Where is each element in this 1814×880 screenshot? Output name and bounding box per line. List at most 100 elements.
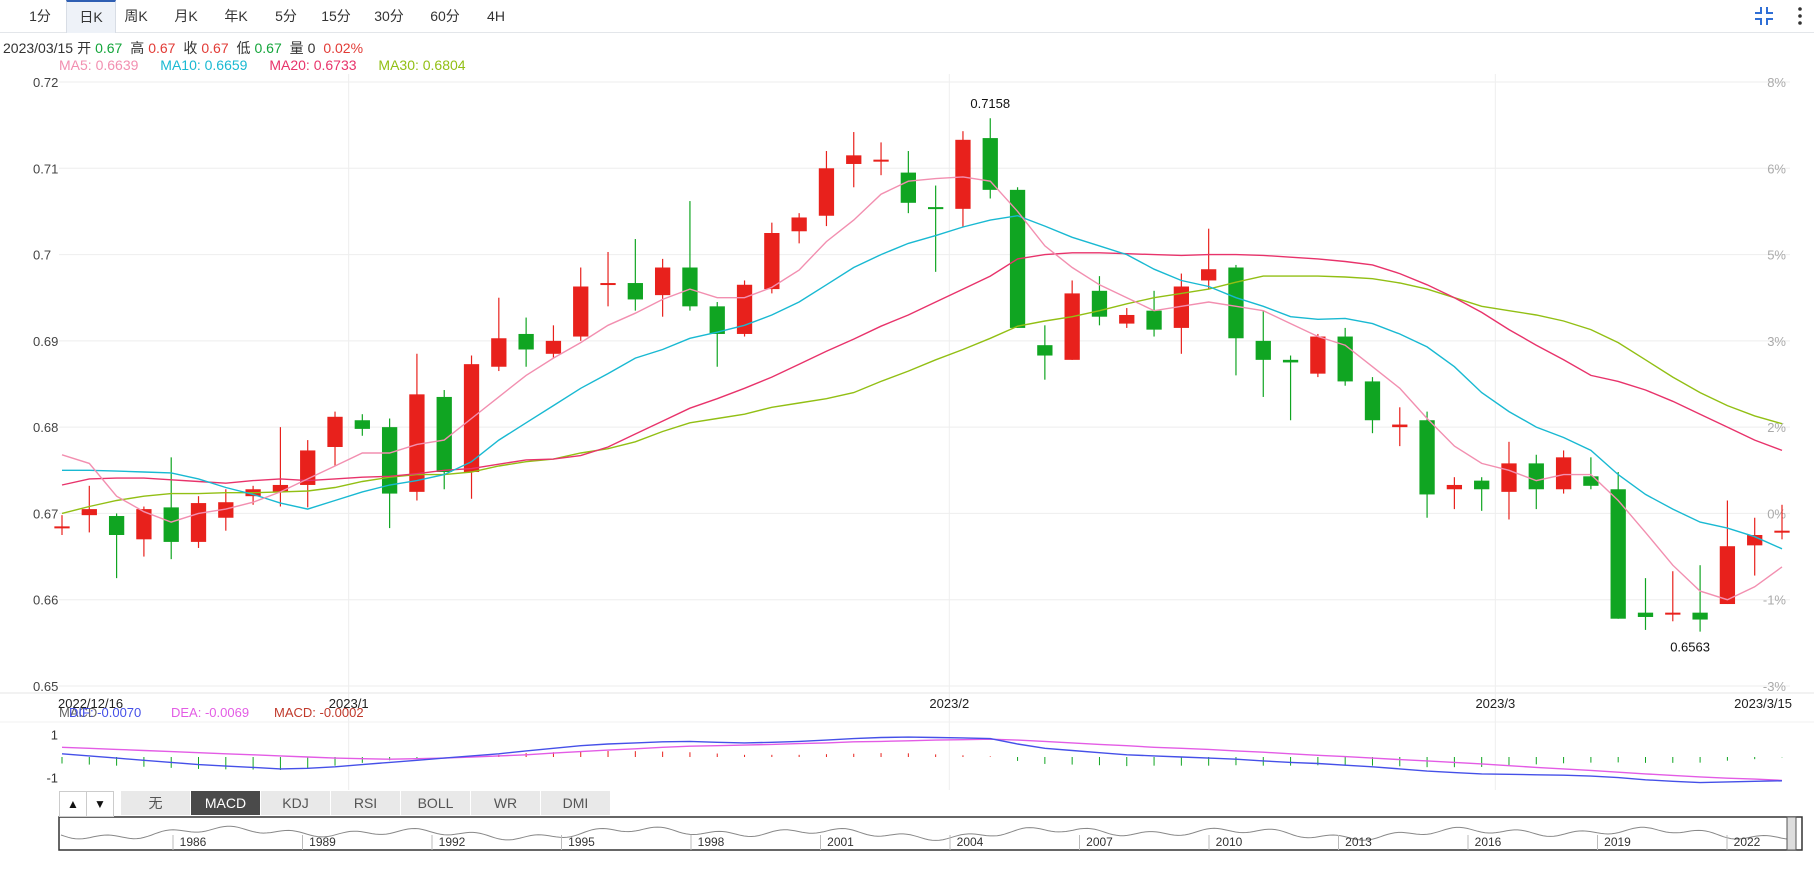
overview-year-label: 2022 <box>1734 835 1761 849</box>
macd-dea-line <box>61 738 1783 782</box>
scroll-down-button[interactable]: ▼ <box>86 791 114 817</box>
candle-body <box>190 503 207 542</box>
more-options-icon[interactable] <box>1794 4 1806 28</box>
period-tab[interactable]: 周K <box>124 8 148 24</box>
period-tab[interactable]: 月K <box>174 8 198 24</box>
period-tab[interactable]: 5分 <box>275 8 297 24</box>
candle-body <box>1501 463 1517 492</box>
candle-body <box>1392 424 1408 428</box>
right-tick-label: 5% <box>1767 248 1786 263</box>
right-tick-label: -3% <box>1763 679 1787 694</box>
candle-body <box>354 420 370 429</box>
period-tab[interactable]: 30分 <box>374 8 404 24</box>
overview-year-label: 2004 <box>957 835 984 849</box>
period-tab[interactable]: 日K <box>66 0 116 33</box>
y-tick-label: 0.65 <box>33 679 58 694</box>
candle-body <box>928 207 944 210</box>
indicator-button[interactable]: MACD <box>191 791 261 815</box>
high-value: 0.67 <box>148 40 176 56</box>
y-tick-label: 0.66 <box>33 593 58 608</box>
right-tick-label: 8% <box>1767 75 1786 90</box>
close-value: 0.67 <box>201 40 229 56</box>
y-tick-label: 0.68 <box>33 420 58 435</box>
overview-year-label: 1986 <box>180 835 207 849</box>
price-annotation: 0.6563 <box>1670 640 1710 655</box>
y-tick-label: 0.69 <box>33 334 58 349</box>
macd-value-legend: MACD: -0.0002 <box>274 705 364 720</box>
candle-body <box>518 333 534 350</box>
overview-year-label: 2010 <box>1216 835 1243 849</box>
candle-body <box>54 526 70 529</box>
overview-year-label: 2013 <box>1345 835 1372 849</box>
ma10-line <box>62 214 1783 550</box>
indicator-button[interactable]: WR <box>471 791 541 815</box>
right-tick-label: 3% <box>1767 334 1786 349</box>
candle-body <box>272 484 289 492</box>
overview-range-handle[interactable] <box>1786 816 1797 851</box>
candle-body <box>709 306 725 334</box>
candle-body <box>1747 535 1763 546</box>
candle-body <box>818 168 835 216</box>
right-tick-label: 0% <box>1767 506 1786 521</box>
candle-body <box>1419 420 1435 495</box>
indicator-button[interactable]: DMI <box>541 791 611 815</box>
overview-year-label: 2001 <box>827 835 854 849</box>
candle-body <box>1446 484 1463 490</box>
indicator-button[interactable]: BOLL <box>401 791 471 815</box>
period-tab[interactable]: 60分 <box>430 8 460 24</box>
indicator-button[interactable]: RSI <box>331 791 401 815</box>
collapse-fullscreen-icon[interactable] <box>1754 6 1774 26</box>
overview-series-line <box>60 825 1797 841</box>
candle-body <box>1665 612 1681 615</box>
candle-body <box>1583 476 1599 486</box>
overview-year-label: 1989 <box>309 835 336 849</box>
price-annotation: 0.7158 <box>970 96 1010 111</box>
y-tick-label: 0.7 <box>33 248 51 263</box>
period-tab[interactable]: 1分 <box>29 8 51 24</box>
candle-body <box>1555 457 1572 490</box>
candle-body <box>791 217 807 232</box>
macd-title: MACD <box>59 705 97 720</box>
x-tick-label: 2023/3/15 <box>1734 696 1792 711</box>
macd-dif-legend: DIF: -0.0070 <box>69 705 141 720</box>
macd-dea-legend: DEA: -0.0069 <box>171 705 249 720</box>
period-tab[interactable]: 15分 <box>321 8 351 24</box>
y-tick-label: 0.71 <box>33 161 58 176</box>
candle-body <box>163 507 179 542</box>
ma5-legend: MA5: 0.6639 <box>59 57 139 73</box>
candle-body <box>573 286 589 337</box>
candle-body <box>900 172 916 203</box>
ma20-legend: MA20: 0.6733 <box>269 57 357 73</box>
y-tick-label: 0.72 <box>33 75 58 90</box>
low-value: 0.67 <box>254 40 282 56</box>
candle-body <box>1692 612 1708 620</box>
volume-label: 量 <box>289 40 304 56</box>
candle-body <box>409 394 425 492</box>
x-tick-label: 2022/12/16 <box>58 696 123 711</box>
candle-body <box>682 267 698 307</box>
candle-body <box>1091 290 1108 317</box>
open-label: 开 <box>77 40 92 56</box>
period-toolbar: 1分 日K 周K 月K 年K 5分 15分 30分 60分 4H <box>0 0 1814 33</box>
period-tab[interactable]: 年K <box>224 8 248 24</box>
candle-body <box>1201 269 1217 281</box>
overview-navigator <box>58 816 1803 851</box>
indicator-button[interactable]: 无 <box>121 791 191 815</box>
overview-year-label: 1998 <box>698 835 725 849</box>
candle-body <box>491 338 507 367</box>
candle-body <box>600 283 616 286</box>
volume-value: 0 <box>307 40 316 56</box>
overview-year-label: 2019 <box>1604 835 1631 849</box>
x-tick-label: 2023/1 <box>329 696 369 711</box>
low-label: 低 <box>236 40 251 56</box>
scroll-up-button[interactable]: ▲ <box>59 791 87 817</box>
candle-body <box>1310 336 1326 374</box>
candle-body <box>627 283 643 300</box>
indicator-button[interactable]: KDJ <box>261 791 331 815</box>
x-tick-label: 2023/3 <box>1475 696 1515 711</box>
period-tab[interactable]: 4H <box>487 8 505 24</box>
candle-body <box>1119 314 1135 324</box>
candle-body <box>1255 340 1271 360</box>
